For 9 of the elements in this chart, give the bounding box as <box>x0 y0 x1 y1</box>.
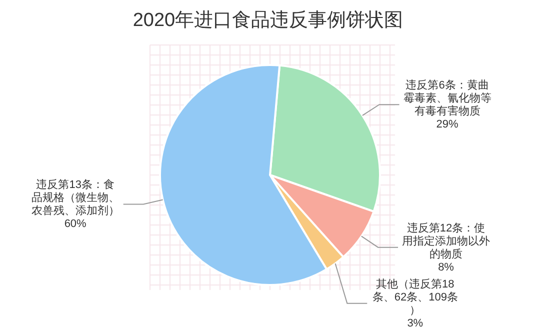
slice-label: 其他（违反第18条、62条、109条） <box>372 277 458 316</box>
data-label: 29% <box>436 118 458 131</box>
chart-title: 2020年进口食品违反事例饼状图 <box>132 10 404 31</box>
data-label: 3% <box>407 317 424 330</box>
slice-label: 违反第6条：黄曲霉毒素、氰化物等有毒有害物质 <box>403 78 492 118</box>
data-label: 8% <box>438 261 454 274</box>
data-label: 60% <box>64 218 87 230</box>
slice-label: 违反第13条：食品规格（微生物、农兽残、添加剂） <box>31 178 120 218</box>
slice-label: 违反第12条：使用指定添加物以外的物质 <box>402 221 490 260</box>
